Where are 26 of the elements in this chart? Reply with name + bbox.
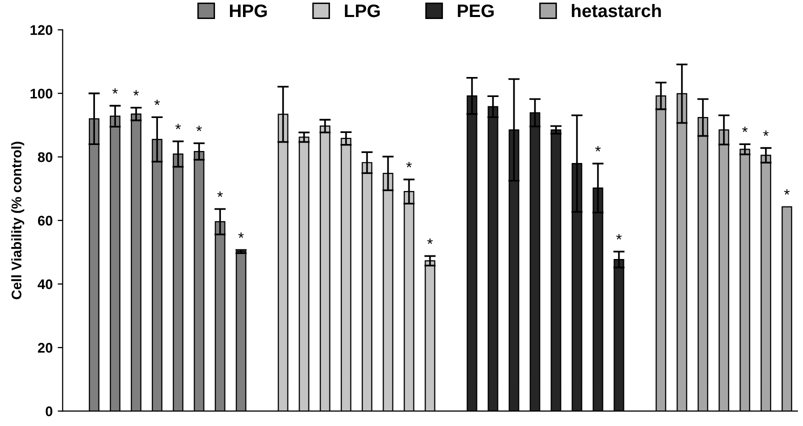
data-label: * [595,146,601,152]
data-label: * [742,126,748,132]
data-label: * [406,162,412,168]
y-tick-label: 100 [30,88,52,99]
data-label: * [112,88,118,94]
data-label: * [784,189,790,195]
data-label: * [154,100,160,106]
y-tick-label: 60 [38,216,52,226]
y-tick-label: 80 [38,152,52,162]
legend-label: PEG [458,4,494,18]
data-label: * [616,234,622,240]
data-label: * [133,90,139,96]
data-label: * [217,192,223,197]
legend-label: HPG [230,4,267,18]
y-tick-label: 20 [38,342,52,353]
y-tick-label: 0 [46,406,52,416]
data-label: * [427,238,433,244]
legend-label: hetastarch [572,4,661,18]
y-tick-label: 40 [38,279,52,290]
y-axis-title: Cell Viability (% control) [11,142,24,300]
data-label: * [196,126,202,132]
data-label: * [238,232,244,238]
y-tick-label: 120 [30,25,52,35]
data-label: * [175,124,181,130]
legend-label: LPG [344,4,380,18]
data-label: * [763,130,769,136]
